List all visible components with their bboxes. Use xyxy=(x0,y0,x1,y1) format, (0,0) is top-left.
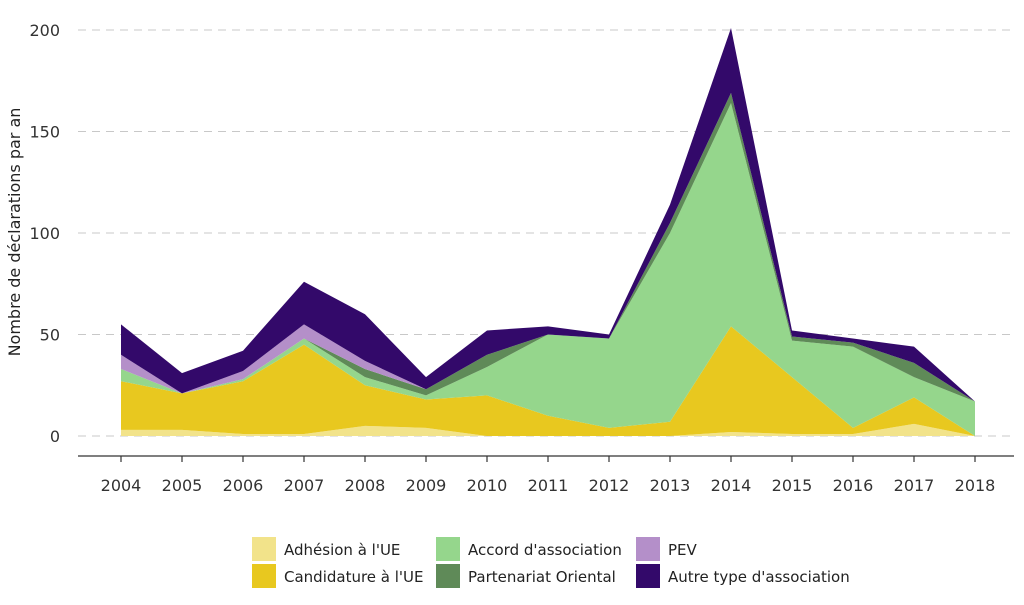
area-series-5 xyxy=(121,27,975,402)
y-tick-label: 150 xyxy=(29,123,60,142)
x-tick-label: 2013 xyxy=(650,476,691,495)
legend: Adhésion à l'UE Candidature à l'UE Accord … xyxy=(252,537,850,588)
y-axis: 0 50 100 150 200 xyxy=(29,21,60,446)
legend-label: PEV xyxy=(668,541,698,559)
x-tick-label: 2005 xyxy=(162,476,203,495)
legend-label: Adhésion à l'UE xyxy=(284,541,400,559)
y-tick-label: 100 xyxy=(29,224,60,243)
x-tick-label: 2018 xyxy=(955,476,996,495)
x-tick-label: 2007 xyxy=(284,476,325,495)
legend-swatch xyxy=(436,537,460,561)
legend-label: Accord d'association xyxy=(468,541,622,559)
x-tick-label: 2015 xyxy=(772,476,813,495)
x-tick-label: 2009 xyxy=(406,476,447,495)
legend-swatch xyxy=(636,564,660,588)
legend-swatch xyxy=(252,564,276,588)
x-tick-label: 2016 xyxy=(833,476,874,495)
x-tick-label: 2010 xyxy=(467,476,508,495)
area-series xyxy=(121,27,975,436)
legend-swatch xyxy=(436,564,460,588)
x-tick-label: 2011 xyxy=(528,476,569,495)
area-series-1 xyxy=(121,326,975,436)
legend-label: Candidature à l'UE xyxy=(284,568,424,586)
legend-swatch xyxy=(636,537,660,561)
y-tick-label: 200 xyxy=(29,21,60,40)
legend-swatch xyxy=(252,537,276,561)
y-tick-label: 50 xyxy=(40,326,60,345)
legend-label: Partenariat Oriental xyxy=(468,568,616,586)
y-axis-title: Nombre de déclarations par an xyxy=(5,108,24,357)
area-series-2 xyxy=(121,103,975,436)
x-tick-label: 2012 xyxy=(589,476,630,495)
legend-label: Autre type d'association xyxy=(668,568,850,586)
x-tick-label: 2014 xyxy=(711,476,752,495)
x-axis: 2004 2005 2006 2007 2008 2009 2010 2011 2012 2013… xyxy=(78,455,1014,495)
x-tick-label: 2006 xyxy=(223,476,264,495)
x-tick-label: 2004 xyxy=(101,476,142,495)
area-series-0 xyxy=(121,423,975,436)
x-tick-label: 2017 xyxy=(894,476,935,495)
y-tick-label: 0 xyxy=(50,427,60,446)
x-tick-label: 2008 xyxy=(345,476,386,495)
